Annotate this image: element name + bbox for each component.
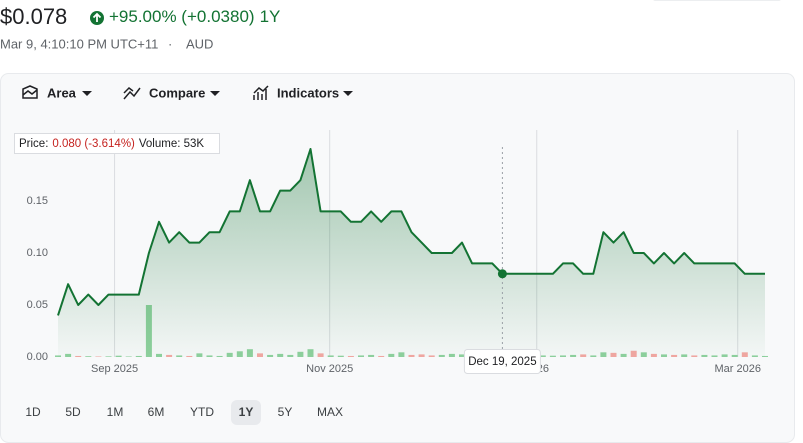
selected-range-pill[interactable] — [231, 400, 261, 425]
range-button[interactable]: 6M — [148, 405, 165, 419]
range-button[interactable]: YTD — [190, 405, 214, 419]
range-button[interactable]: MAX — [317, 405, 343, 419]
dropdown-arrow[interactable] — [343, 91, 353, 96]
toolbar: Area Compare Indicators — [22, 85, 353, 100]
change: +95.00% (+0.0380) 1Y — [109, 7, 280, 26]
tooltip: Price: 0.080 (-3.614%) Volume: 53K — [19, 138, 204, 150]
change-value: +95.00% (+0.0380) — [109, 7, 255, 26]
range-selector: 1D 5D 1M 6M YTD 1Y 5Y MAX — [25, 400, 343, 425]
indicators-icon — [253, 85, 269, 100]
dropdown-arrow[interactable] — [210, 91, 220, 96]
x-tick-label: Nov 2025 — [306, 363, 353, 375]
currency: AUD — [186, 36, 213, 51]
area-icon — [22, 85, 38, 99]
tooltip-box — [14, 133, 220, 154]
range-button[interactable]: 1Y — [239, 405, 254, 419]
up-arrow — [92, 12, 102, 22]
y-tick-label: 0.15 — [27, 195, 48, 207]
toolbar-button[interactable]: Area — [47, 85, 77, 100]
period: 1Y — [260, 7, 281, 26]
tooltip-label: Price: — [19, 138, 48, 150]
hover-date: Dec 19, 2025 — [468, 356, 536, 368]
range-button[interactable]: 1D — [25, 405, 41, 419]
range-button[interactable]: 1M — [107, 405, 124, 419]
range-button[interactable]: 5D — [65, 405, 81, 419]
hover-point — [497, 269, 507, 279]
y-tick-label: 0.00 — [27, 351, 48, 363]
price-line — [57, 148, 765, 316]
area-fill — [58, 149, 765, 357]
range-button[interactable]: 5Y — [278, 405, 293, 419]
tooltip-price: 0.080 (-3.614%) — [52, 138, 135, 150]
y-tick-label: 0.10 — [27, 247, 48, 259]
date-box — [463, 349, 541, 374]
price: $0.078 — [0, 4, 67, 29]
x-tick-label: Mar 2026 — [714, 363, 760, 375]
x-tick-label: Sep 2025 — [91, 363, 138, 375]
compare-icon — [123, 87, 141, 100]
separator: · — [168, 36, 172, 51]
toolbar-button[interactable]: Compare — [149, 85, 205, 100]
tooltip-volume: Volume: 53K — [139, 138, 205, 150]
dropdown-arrow[interactable] — [82, 91, 92, 96]
toolbar-button[interactable]: Indicators — [277, 85, 339, 100]
y-tick-label: 0.05 — [27, 299, 48, 311]
timestamp: Mar 9, 4:10:10 PM UTC+11 — [0, 36, 158, 51]
